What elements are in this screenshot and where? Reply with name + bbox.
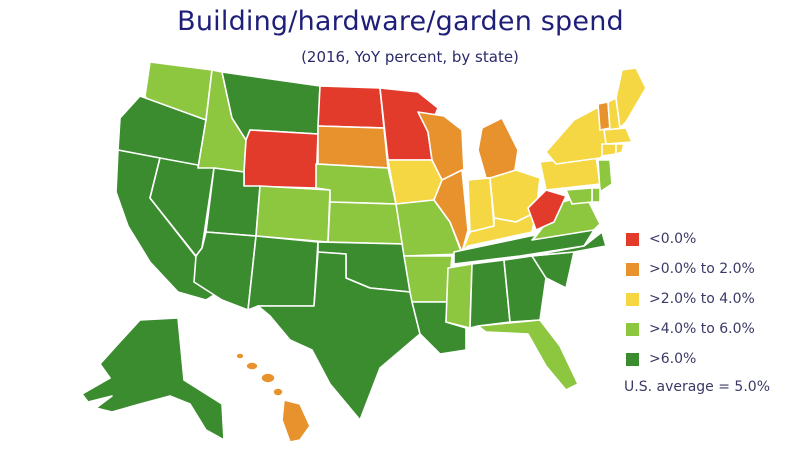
state-NJ [597, 159, 613, 193]
state-SD [317, 125, 389, 169]
state-GA [503, 255, 547, 323]
state-HI [235, 352, 311, 443]
state-DE [591, 187, 601, 203]
us-average-note: U.S. average = 5.0% [624, 379, 770, 395]
legend-item: >0.0% to 2.0% [626, 259, 755, 279]
state-AK [81, 317, 225, 441]
state-WY [243, 129, 319, 189]
legend-label: >2.0% to 4.0% [649, 291, 755, 307]
legend-label: <0.0% [649, 231, 697, 247]
state-TX [257, 251, 421, 421]
state-NM [247, 235, 319, 311]
legend-label: >4.0% to 6.0% [649, 321, 755, 337]
state-MI [477, 117, 519, 179]
state-CO [255, 185, 331, 243]
legend-item: >4.0% to 6.0% [626, 319, 755, 339]
state-KS [327, 201, 405, 245]
state-WV [527, 189, 567, 231]
legend-item: >6.0% [626, 349, 696, 369]
legend-item: <0.0% [626, 229, 696, 249]
state-NC [529, 231, 607, 257]
legend-label: >6.0% [649, 351, 697, 367]
legend-swatch [626, 292, 639, 306]
state-MD [565, 187, 593, 205]
legend-label: >0.0% to 2.0% [649, 261, 755, 277]
state-ME [615, 67, 647, 129]
state-KY [461, 211, 537, 253]
state-FL [477, 319, 579, 391]
state-AL [469, 259, 511, 329]
state-RI [615, 143, 625, 155]
legend-swatch [626, 262, 639, 276]
legend-swatch [626, 322, 639, 336]
legend-swatch [626, 352, 639, 366]
state-MA [603, 127, 633, 145]
state-CT [601, 143, 617, 157]
state-AR [403, 255, 453, 303]
state-IA [387, 159, 443, 205]
legend-swatch [626, 232, 639, 246]
map-title: Building/hardware/garden spend [177, 6, 624, 37]
state-MS [445, 263, 473, 329]
state-ND [317, 85, 385, 129]
legend-item: >2.0% to 4.0% [626, 289, 755, 309]
map-subtitle: (2016, YoY percent, by state) [301, 48, 519, 66]
